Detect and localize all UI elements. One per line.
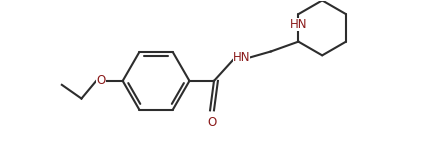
- Text: HN: HN: [233, 51, 250, 64]
- Text: O: O: [96, 74, 106, 87]
- Text: O: O: [207, 116, 217, 129]
- Text: HN: HN: [290, 18, 307, 31]
